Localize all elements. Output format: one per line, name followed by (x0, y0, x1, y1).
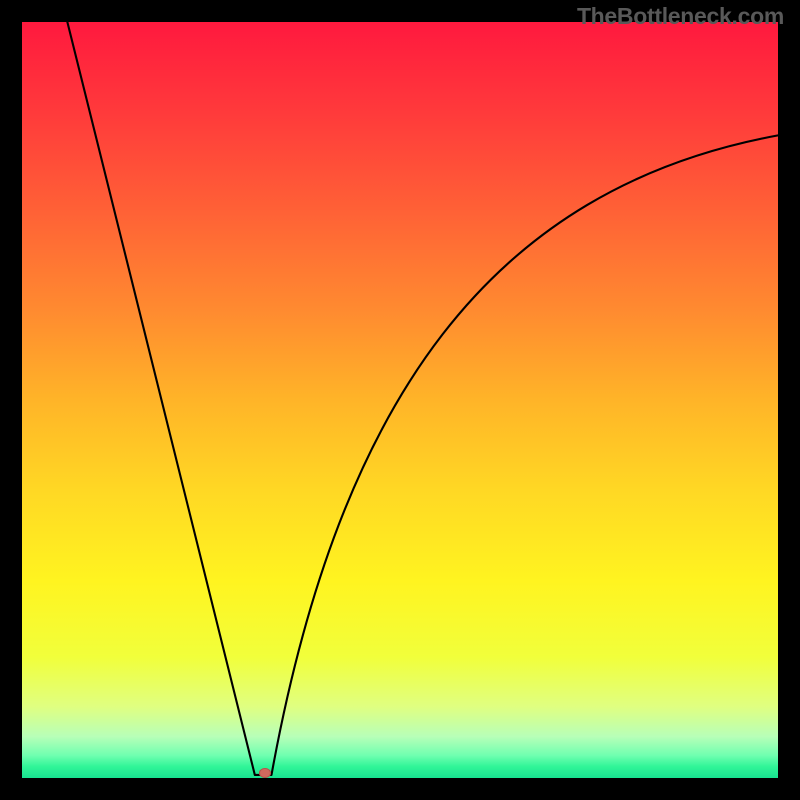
bottleneck-curve (0, 0, 800, 800)
chart-container: TheBottleneck.com (0, 0, 800, 800)
